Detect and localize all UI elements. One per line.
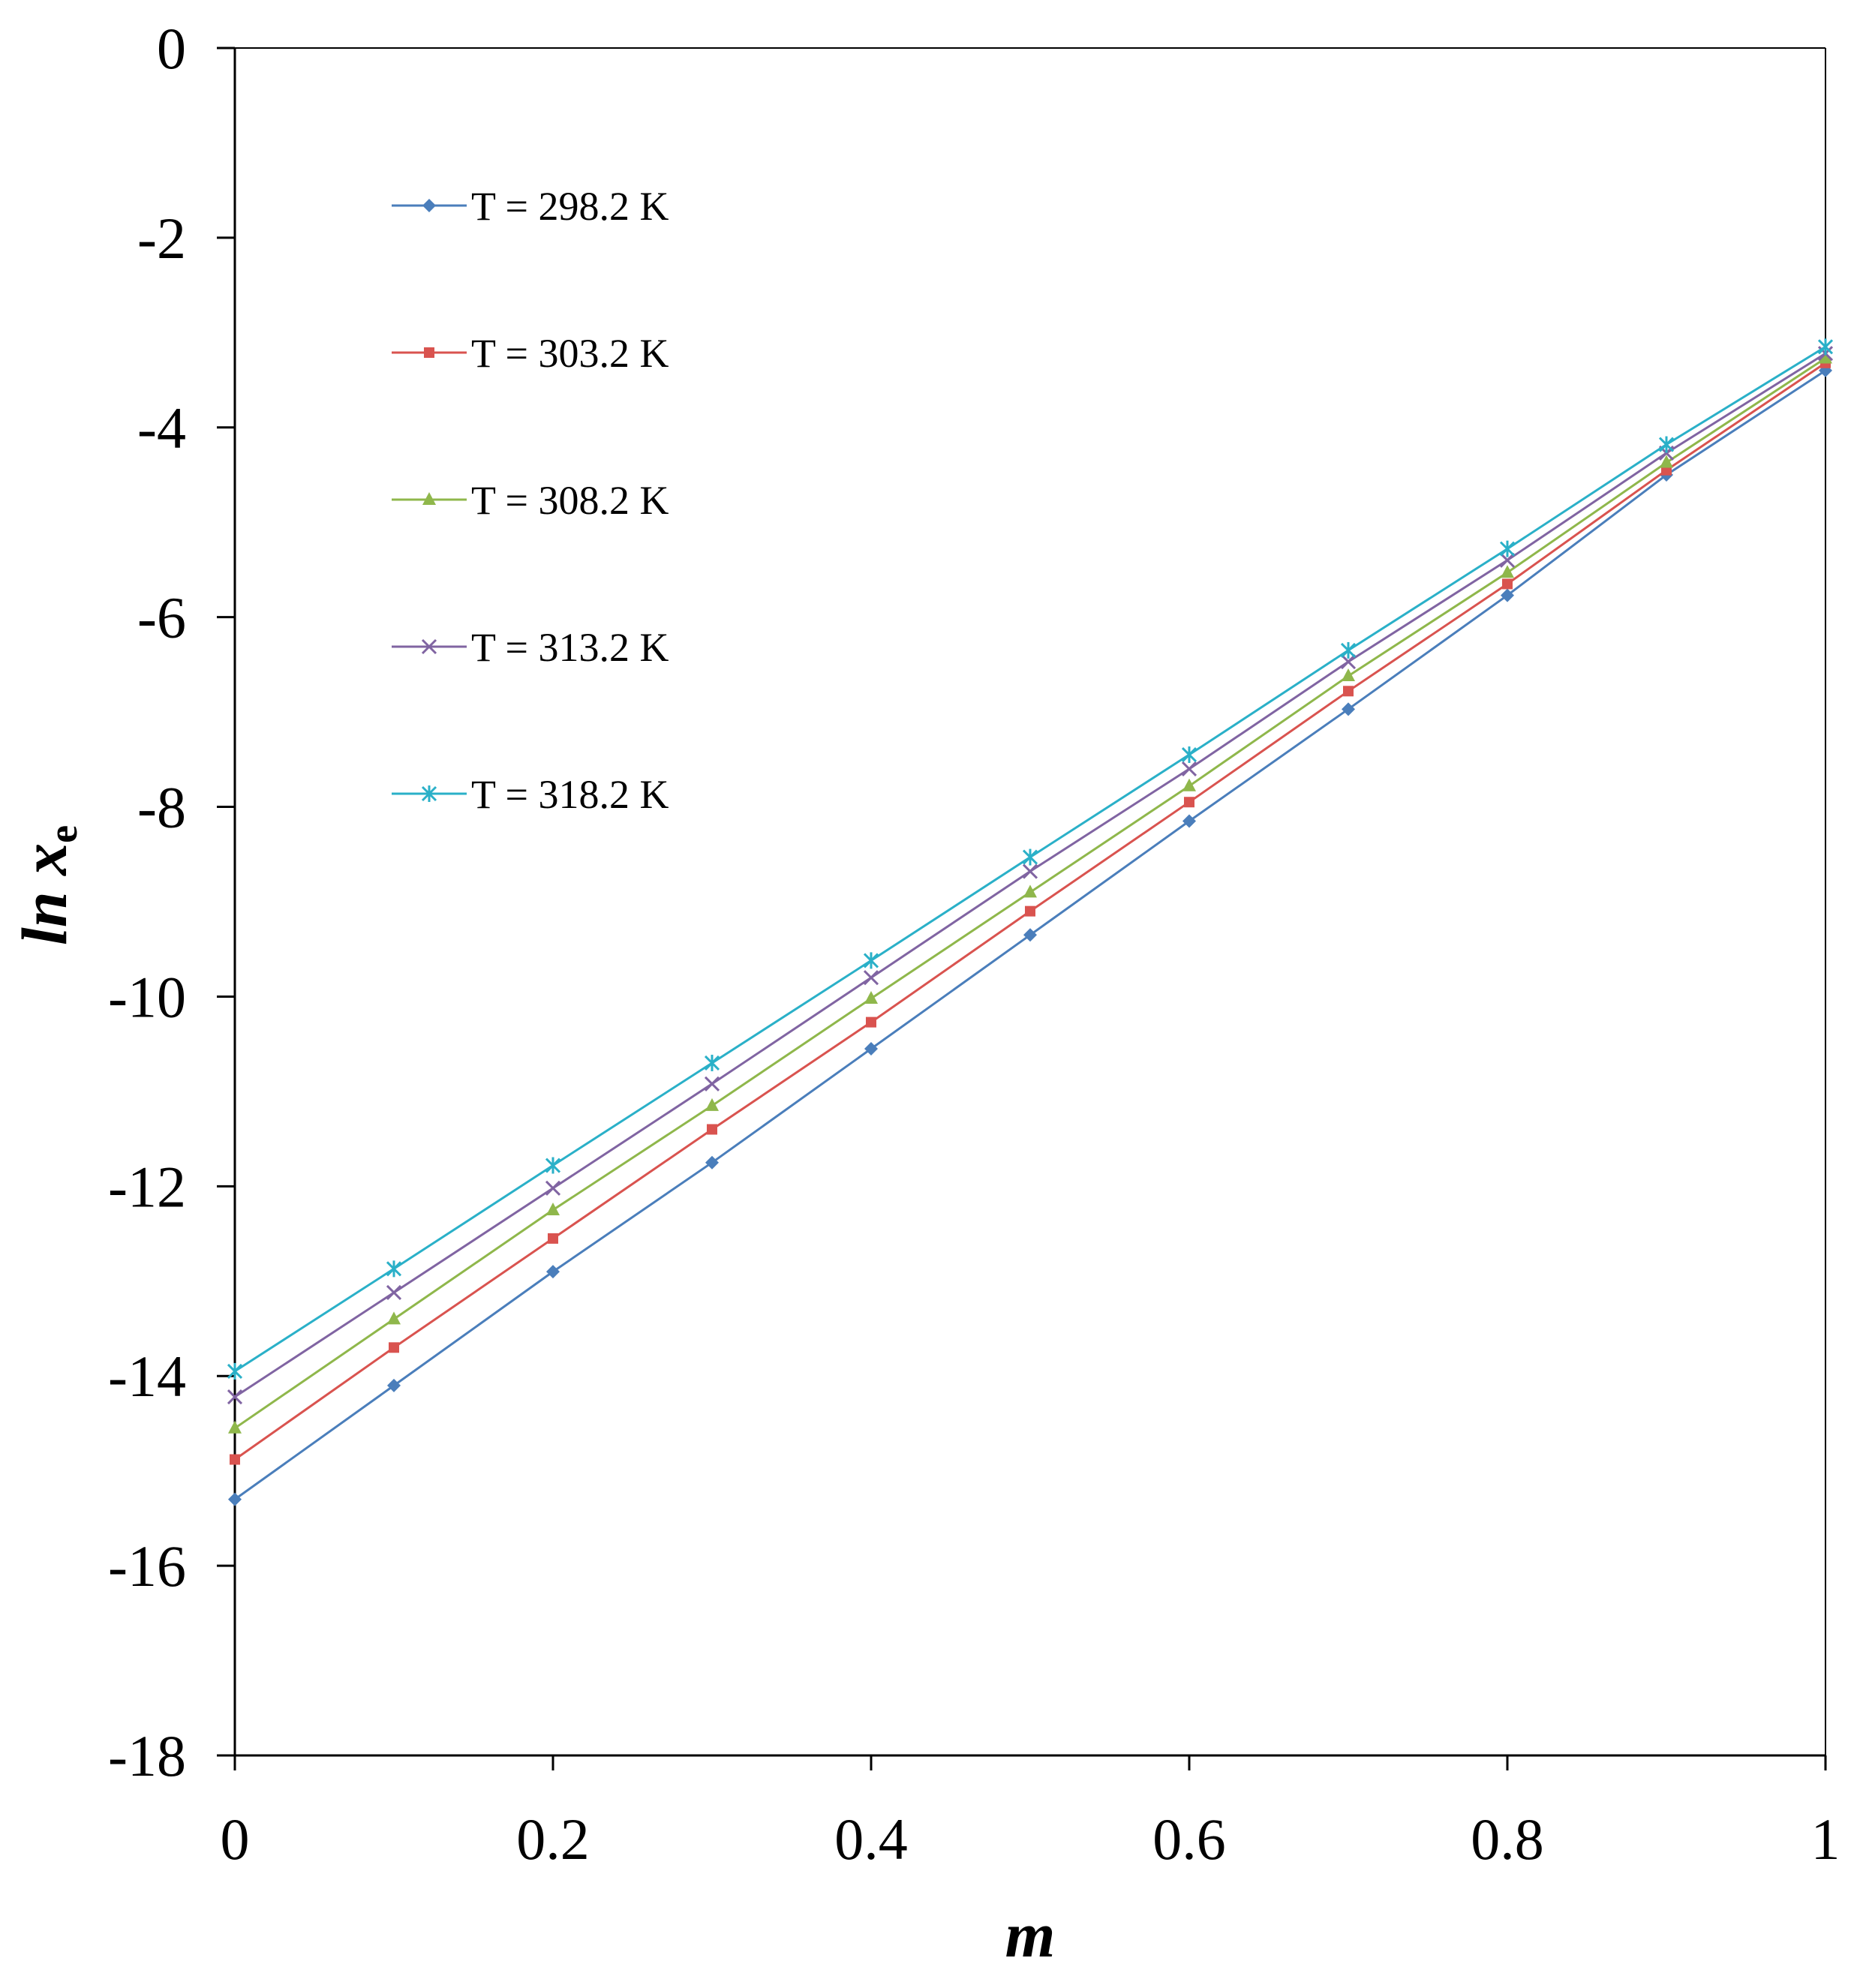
legend-label: T = 303.2 K bbox=[471, 331, 669, 376]
data-point bbox=[1499, 552, 1516, 568]
data-point bbox=[1181, 761, 1197, 777]
data-point bbox=[1658, 436, 1675, 453]
x-tick-label: 0 bbox=[221, 1806, 250, 1872]
data-point bbox=[387, 1311, 401, 1325]
data-point bbox=[1340, 654, 1357, 670]
legend-label: T = 308.2 K bbox=[471, 478, 669, 523]
legend-item: T = 308.2 K bbox=[392, 478, 669, 523]
y-tick-label: -18 bbox=[108, 1723, 186, 1788]
data-point bbox=[863, 970, 879, 986]
x-tick-label: 1 bbox=[1811, 1806, 1840, 1872]
data-point bbox=[1342, 668, 1355, 682]
data-point bbox=[1502, 578, 1513, 590]
data-point bbox=[228, 1420, 242, 1434]
data-point bbox=[227, 1389, 243, 1405]
x-axis-title: m bbox=[1005, 1899, 1056, 1971]
data-point bbox=[1501, 565, 1514, 578]
data-point bbox=[1660, 455, 1673, 468]
legend-marker bbox=[421, 638, 437, 655]
data-point bbox=[386, 1284, 402, 1301]
legend-item: T = 303.2 K bbox=[392, 331, 669, 376]
x-tick-label: 0.8 bbox=[1471, 1806, 1544, 1872]
y-tick-label: -2 bbox=[137, 206, 186, 271]
data-point bbox=[1022, 863, 1038, 879]
legend-item: T = 313.2 K bbox=[392, 625, 669, 670]
data-point bbox=[387, 1378, 401, 1392]
legend-marker bbox=[422, 199, 436, 212]
data-point bbox=[1499, 540, 1516, 557]
data-point bbox=[864, 1041, 878, 1056]
data-point bbox=[705, 1098, 719, 1111]
data-point bbox=[227, 1362, 243, 1380]
legend-marker bbox=[424, 347, 434, 358]
data-point bbox=[389, 1342, 399, 1353]
legend-item: T = 318.2 K bbox=[392, 772, 669, 817]
data-point bbox=[1342, 702, 1355, 716]
data-point bbox=[704, 1054, 720, 1071]
data-point bbox=[1181, 746, 1197, 764]
data-point bbox=[707, 1124, 717, 1135]
data-point bbox=[1182, 814, 1196, 828]
x-tick-label: 0.6 bbox=[1152, 1806, 1226, 1872]
data-point bbox=[228, 1492, 242, 1506]
y-axis-title-main: ln x bbox=[8, 843, 80, 945]
data-point bbox=[545, 1180, 561, 1196]
data-point bbox=[1817, 338, 1834, 356]
data-point bbox=[1343, 686, 1354, 697]
data-point bbox=[546, 1265, 560, 1279]
series-1 bbox=[228, 363, 1832, 1506]
data-point bbox=[704, 1076, 720, 1092]
data-point bbox=[863, 952, 879, 969]
series-layer bbox=[227, 338, 1834, 1506]
data-point bbox=[1819, 350, 1832, 364]
y-tick-label: -12 bbox=[108, 1154, 186, 1219]
series-3 bbox=[228, 350, 1832, 1434]
ticks: 0 -2 -4 -6 -8 -10 -12 -14 -16 -18 0 0.2 0.4 0.6 0.8 1 bbox=[108, 16, 1840, 1872]
series-2 bbox=[230, 357, 1831, 1465]
y-axis-title: ln xe bbox=[8, 825, 86, 945]
legend-label: T = 318.2 K bbox=[471, 772, 669, 817]
data-point bbox=[546, 1202, 560, 1215]
data-point bbox=[386, 1260, 402, 1278]
y-tick-label: -14 bbox=[108, 1344, 186, 1409]
data-point bbox=[1022, 848, 1038, 866]
legend: T = 298.2 K T = 303.2 K T = 308.2 K T = 313… bbox=[392, 184, 669, 817]
legend-label: T = 313.2 K bbox=[471, 625, 669, 670]
data-point bbox=[230, 1454, 240, 1465]
legend-marker bbox=[422, 492, 436, 505]
y-tick-label: -4 bbox=[137, 395, 186, 461]
y-tick-label: -16 bbox=[108, 1533, 186, 1599]
series-5 bbox=[227, 338, 1834, 1380]
x-tick-label: 0.4 bbox=[834, 1806, 908, 1872]
legend-label: T = 298.2 K bbox=[471, 184, 669, 229]
data-point bbox=[1340, 641, 1357, 659]
data-point bbox=[545, 1157, 561, 1174]
series-4 bbox=[227, 346, 1834, 1405]
data-point bbox=[866, 1017, 876, 1028]
y-axis-title-sub: e bbox=[41, 825, 86, 843]
data-point bbox=[548, 1233, 558, 1244]
legend-marker bbox=[421, 785, 437, 802]
data-point bbox=[1501, 588, 1514, 602]
axes bbox=[233, 47, 1826, 1757]
x-tick-label: 0.2 bbox=[516, 1806, 590, 1872]
data-point bbox=[1023, 884, 1037, 898]
data-point bbox=[1023, 928, 1037, 942]
y-tick-label: -6 bbox=[137, 585, 186, 650]
legend-item: T = 298.2 K bbox=[392, 184, 669, 229]
y-tick-label: 0 bbox=[157, 16, 186, 81]
data-point bbox=[705, 1155, 719, 1170]
data-point bbox=[864, 990, 878, 1004]
y-tick-label: -10 bbox=[108, 964, 186, 1029]
data-point bbox=[1184, 797, 1194, 808]
y-tick-label: -8 bbox=[137, 775, 186, 840]
data-point bbox=[1025, 905, 1035, 917]
data-point bbox=[1182, 778, 1196, 791]
